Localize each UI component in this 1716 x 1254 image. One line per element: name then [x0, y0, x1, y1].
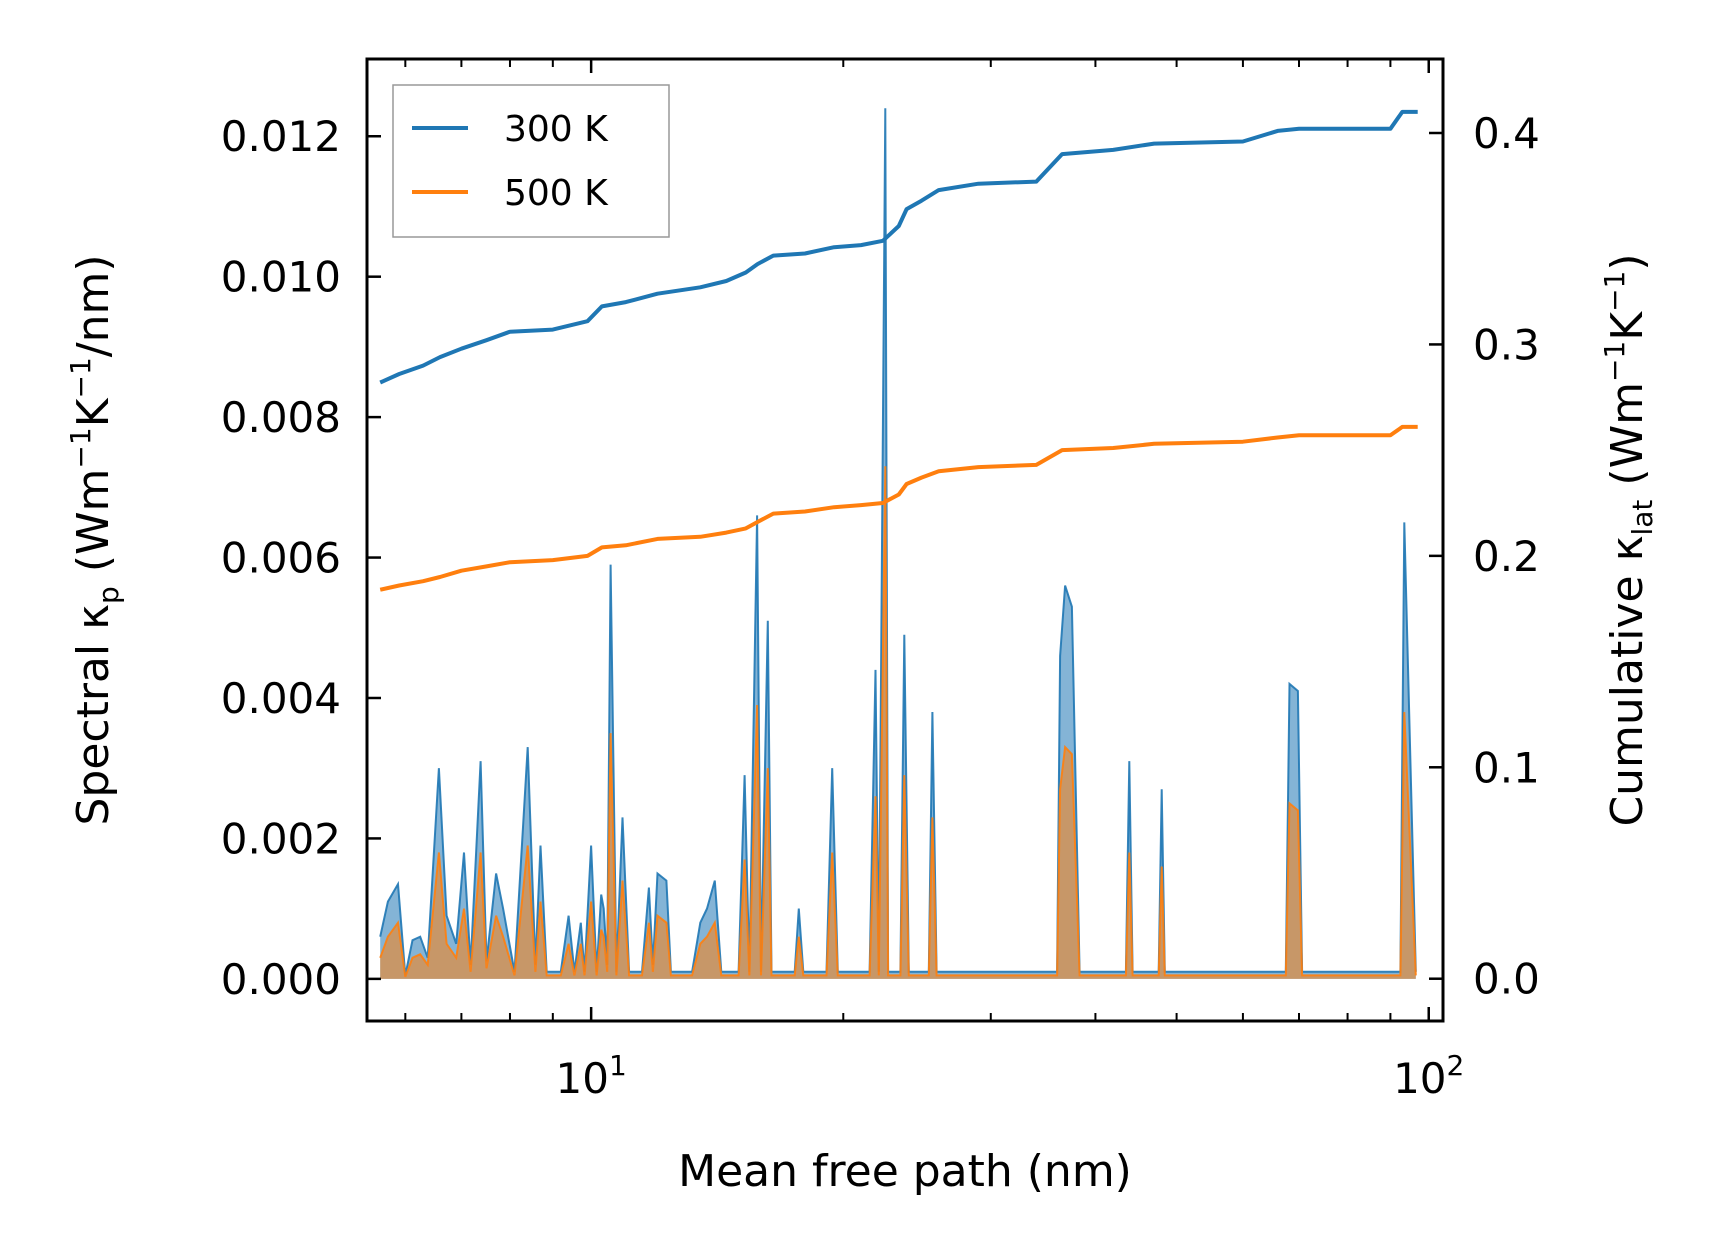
x-tick-label: 102 [1393, 1049, 1464, 1103]
y-left-tick-label: 0.000 [221, 955, 341, 1004]
y-left-tick-label: 0.002 [221, 814, 341, 863]
y-right-tick-label: 0.2 [1473, 532, 1540, 581]
x-axis-label: Mean free path (nm) [678, 1146, 1132, 1197]
spectral-line-500k [379, 466, 1417, 978]
legend-label-300k: 300 K [504, 109, 609, 150]
y-axis-label-right: Cumulative κlat (Wm−1K−1) [1598, 253, 1659, 826]
cumulative-line-500k [379, 424, 1418, 592]
y-right-tick-label: 0.0 [1473, 955, 1540, 1004]
y-right-tick-label: 0.4 [1473, 109, 1540, 158]
y-right-tick-label: 0.3 [1473, 320, 1540, 369]
y-left-tick-label: 0.004 [221, 674, 341, 723]
x-tick-label: 101 [556, 1049, 627, 1103]
y-axis-label-left: Spectral κp (Wm−1K−1/nm) [64, 254, 125, 825]
legend: 300 K 500 K [392, 84, 670, 238]
cumulative-line-300k [379, 109, 1418, 385]
y-left-tick-label: 0.010 [221, 253, 341, 302]
y-right-tick-label: 0.1 [1473, 743, 1540, 792]
y-left-tick-label: 0.008 [221, 393, 341, 442]
y-left-tick-label: 0.012 [221, 112, 341, 161]
legend-box [392, 84, 670, 238]
plot-frame [365, 57, 1445, 1023]
spectral-line-300k [379, 108, 1417, 976]
legend-label-500k: 500 K [504, 173, 609, 214]
y-left-tick-label: 0.006 [221, 534, 341, 583]
